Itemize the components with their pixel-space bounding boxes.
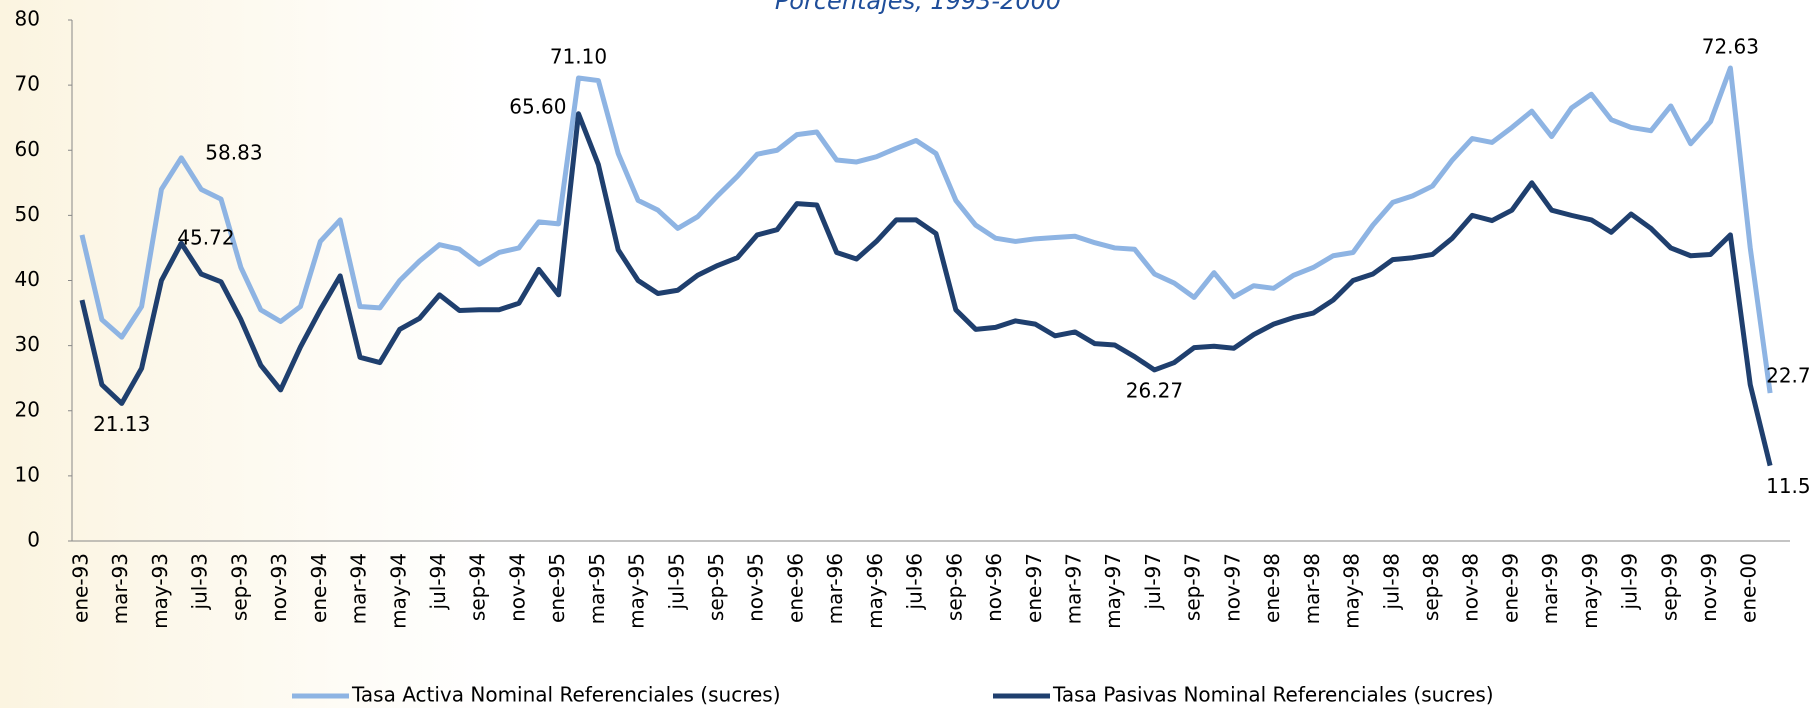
x-tick-label: sep-99 [1657,553,1681,621]
x-tick-label: ene-97 [1022,553,1046,623]
chart-subtitle: Porcentajes, 1993-2000 [775,0,1061,15]
x-tick-label: mar-96 [823,553,847,624]
x-tick-label: jul-99 [1618,553,1642,610]
y-tick-label: 80 [15,7,40,31]
y-tick-label: 30 [15,332,40,356]
x-tick-label: sep-98 [1419,553,1443,621]
x-tick-label: sep-97 [1181,553,1205,621]
x-tick-label: ene-96 [783,553,807,623]
x-tick-label: nov-94 [505,553,529,622]
x-tick-label: mar-97 [1062,553,1086,624]
legend-label: Tasa Activa Nominal Referenciales (sucre… [351,683,781,707]
y-tick-label: 60 [15,137,40,161]
x-tick-label: jul-96 [903,553,927,610]
data-label: 71.10 [550,44,607,68]
x-tick-label: may-98 [1340,553,1364,629]
x-tick-label: ene-99 [1498,553,1522,623]
x-tick-label: nov-95 [744,553,768,622]
x-tick-label: ene-95 [545,553,569,623]
y-tick-label: 20 [15,397,40,421]
x-tick-label: may-96 [863,553,887,629]
x-tick-label: mar-93 [108,553,132,624]
data-label: 22.72 [1766,364,1810,388]
x-tick-label: may-97 [1101,553,1125,629]
x-tick-label: mar-99 [1538,553,1562,624]
x-tick-label: may-99 [1578,553,1602,629]
chart: Porcentajes, 1993-2000 0 10 20 30 40 50 60 70 80… [0,0,1810,708]
x-tick-label: jul-97 [1141,553,1165,610]
data-label: 21.13 [93,412,150,436]
x-tick-label: mar-95 [585,553,609,624]
y-tick-label: 10 [15,462,40,486]
x-tick-label: ene-00 [1737,553,1761,623]
y-tick-label: 70 [15,72,40,96]
y-tick-label: 50 [15,202,40,226]
x-tick-label: nov-98 [1459,553,1483,622]
x-tick-label: ene-94 [307,553,331,623]
data-label: 72.63 [1702,34,1759,58]
x-tick-label: mar-98 [1300,553,1324,624]
x-tick-label: mar-94 [347,553,371,624]
y-tick-label: 0 [27,528,40,552]
x-tick-label: nov-96 [982,553,1006,622]
x-tick-label: jul-95 [664,553,688,610]
x-tick-label: nov-93 [267,553,291,622]
x-tick-label: ene-98 [1260,553,1284,623]
x-tick-label: ene-93 [69,553,93,623]
y-tick-label: 40 [15,267,40,291]
x-tick-label: sep-95 [704,553,728,621]
x-tick-label: nov-97 [1220,553,1244,622]
legend-label: Tasa Pasivas Nominal Referenciales (sucr… [1052,683,1494,707]
x-tick-label: sep-94 [466,553,490,621]
x-tick-label: jul-98 [1379,553,1403,610]
x-tick-label: sep-93 [227,553,251,621]
page: Porcentajes, 1993-2000 0 10 20 30 40 50 60 70 80… [0,0,1810,708]
x-tick-label: may-95 [625,553,649,629]
data-label: 58.83 [205,140,262,164]
x-tick-label: jul-94 [426,553,450,610]
x-tick-label: may-93 [148,553,172,629]
data-label: 65.60 [509,94,566,118]
data-label: 45.72 [177,226,234,250]
x-tick-label: nov-99 [1697,553,1721,622]
x-tick-label: jul-93 [188,553,212,610]
x-tick-label: sep-96 [942,553,966,621]
data-label: 26.27 [1126,378,1183,402]
x-tick-label: may-94 [386,553,410,629]
data-label: 11.57 [1766,474,1810,498]
